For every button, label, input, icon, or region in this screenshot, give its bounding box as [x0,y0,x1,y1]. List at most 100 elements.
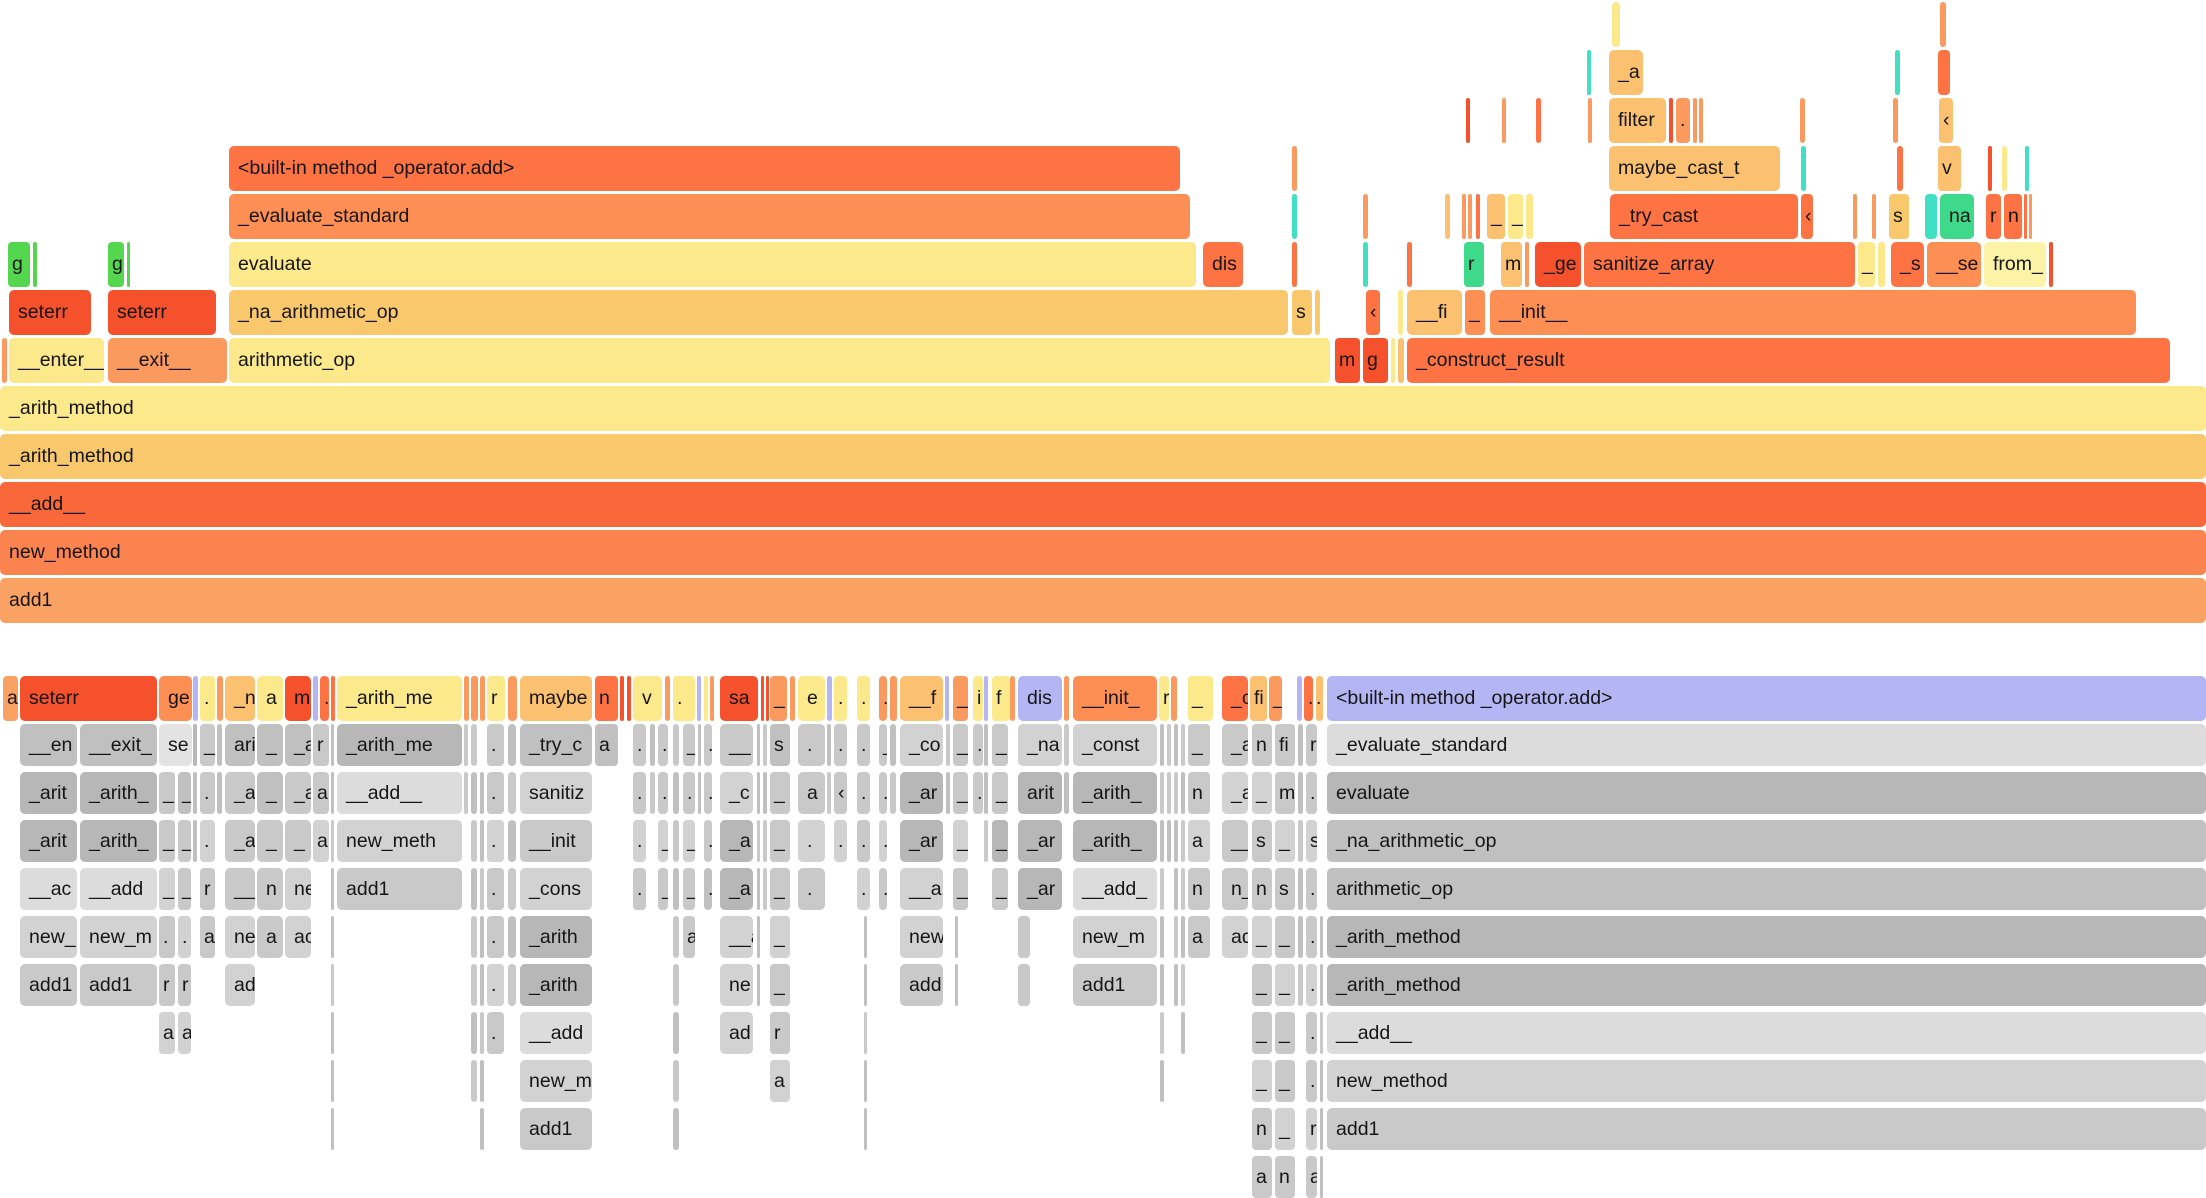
caller-frame-sliver[interactable] [757,964,760,1006]
caller-frame-a[interactable]: _a [1222,724,1248,766]
caller-frame-sliver[interactable] [480,1108,484,1150]
caller-frame-sliver[interactable] [480,964,484,1006]
caller-frame-sliver[interactable]: . [704,868,712,910]
caller-frame-add[interactable]: add [900,964,943,1006]
leaf-frame-sliver[interactable] [464,676,469,721]
caller-frame-sliver[interactable] [1064,724,1069,766]
caller-frame-sliver[interactable]: . [633,772,646,814]
caller-frame-sliver[interactable] [1160,1060,1164,1102]
caller-frame-sliver[interactable]: . [487,868,504,910]
caller-frame-sliver[interactable] [471,1060,477,1102]
caller-frame-sliver[interactable] [1181,964,1185,1006]
caller-frame-sliver[interactable]: _ [200,724,215,766]
leaf-frame-sliver[interactable]: . [320,676,329,721]
caller-frame-sliver[interactable] [763,772,767,814]
caller-frame-sliver[interactable] [471,772,477,814]
caller-frame-a[interactable]: a [683,916,695,958]
top-frame-m[interactable]: m [1335,338,1360,383]
caller-frame-sliver[interactable]: . [487,964,504,1006]
caller-frame-sliver[interactable]: . [834,820,847,862]
leaf-frame-n[interactable]: _n [225,676,255,721]
caller-frame-sliver[interactable]: . [879,820,887,862]
caller-frame-a[interactable]: a [200,916,215,958]
top-frame-sliver[interactable] [1468,194,1472,239]
caller-frame-sliver[interactable] [1298,964,1303,1006]
caller-frame-sliver[interactable] [890,724,896,766]
caller-frame-sliver[interactable]: __ [1222,820,1248,862]
caller-frame-new-m[interactable]: new_m [80,916,157,958]
caller-frame-sliver[interactable]: . [857,820,870,862]
caller-frame-sliver[interactable] [946,772,950,814]
caller-frame-sliver[interactable]: _ [1275,820,1295,862]
caller-frame-s[interactable]: s [1252,820,1272,862]
caller-frame-sliver[interactable]: . [704,772,712,814]
caller-frame-sliver[interactable] [1174,916,1178,958]
caller-frame-sliver[interactable] [331,1108,334,1150]
top-frame-sliver[interactable] [1398,290,1403,335]
top-frame-dis[interactable]: dis [1203,242,1243,287]
caller-frame-sliver[interactable]: . [857,724,870,766]
leaf-frame-sliver[interactable]: . [1304,676,1313,721]
caller-frame-r[interactable]: r [313,724,329,766]
caller-frame-arith-method[interactable]: _arith_method [1327,964,2206,1006]
caller-frame-add1[interactable]: add1 [20,964,77,1006]
caller-frame-new-m[interactable]: new_m [520,1060,592,1102]
caller-frame-sliver[interactable]: _ [1252,1060,1272,1102]
leaf-frame-n[interactable]: n [595,676,618,721]
leaf-frame-sliver[interactable] [1010,676,1015,721]
caller-frame-arith[interactable]: _arith_ [80,772,157,814]
caller-frame-sliver[interactable]: _ [178,868,191,910]
top-frame-sliver[interactable]: _ [1858,242,1875,287]
caller-frame-sliver[interactable] [331,1012,334,1054]
caller-frame-sliver[interactable] [1298,916,1303,958]
caller-frame-sliver[interactable]: . [487,724,504,766]
leaf-frame-sliver[interactable] [627,676,631,721]
leaf-frame-ge[interactable]: ge [159,676,192,721]
caller-frame-sliver[interactable]: _ [683,868,695,910]
caller-frame-sliver[interactable] [471,724,477,766]
caller-frame-sliver[interactable]: _ [953,820,968,862]
caller-frame-sliver[interactable]: . [487,916,504,958]
caller-frame-sliver[interactable] [471,820,477,862]
caller-frame-add1[interactable]: add1 [1073,964,1157,1006]
caller-frame-sliver[interactable]: _ [683,820,695,862]
caller-frame-a[interactable]: a [770,1060,790,1102]
caller-frame-add[interactable]: __add__ [1327,1012,2206,1054]
caller-frame-sliver[interactable]: _ [770,868,790,910]
top-frame-from[interactable]: from_ [1984,242,2046,287]
caller-frame-ad[interactable]: ad [720,1012,753,1054]
top-frame-sliver[interactable] [1693,98,1697,143]
caller-frame-sliver[interactable] [864,1108,867,1150]
leaf-frame-sliver[interactable] [331,676,335,721]
top-frame-sliver[interactable] [1925,194,1937,239]
caller-frame-init[interactable]: __init [520,820,592,862]
caller-frame-sliver[interactable] [864,916,867,958]
caller-frame-add[interactable]: __add [80,868,157,910]
caller-frame-ad[interactable]: ad [1222,916,1248,958]
caller-frame-sliver[interactable]: . [1306,1060,1317,1102]
top-frame-sliver[interactable] [2,338,7,383]
caller-frame-a[interactable]: __a [900,868,943,910]
caller-frame-sliver[interactable]: . [487,772,504,814]
caller-frame-sliver[interactable]: . [973,724,983,766]
caller-frame-sliver[interactable] [763,868,767,910]
caller-frame-co[interactable]: _co [900,724,943,766]
top-frame-sliver[interactable] [1897,146,1903,191]
leaf-frame-sliver[interactable]: _ [1188,676,1213,721]
leaf-frame-sliver[interactable] [193,676,198,721]
leaf-frame-seterr[interactable]: seterr [20,676,157,721]
leaf-frame-sliver[interactable] [827,676,832,721]
caller-frame-exit[interactable]: __exit_ [80,724,157,766]
top-frame-arith-method[interactable]: _arith_method [0,434,2206,479]
caller-frame-sliver[interactable]: . [683,772,695,814]
caller-frame-a[interactable]: _a [225,772,255,814]
selected-frame-built-in-method-operator-add[interactable]: <built-in method _operator.add> [1327,676,2206,721]
caller-frame-add1[interactable]: add1 [1327,1108,2206,1150]
top-frame-sliver[interactable]: ‹ [1939,98,1953,143]
top-frame-sliver[interactable] [1878,242,1885,287]
caller-frame-sliver[interactable] [1064,772,1069,814]
caller-frame-sliver[interactable]: . [704,820,712,862]
caller-frame-cons[interactable]: _cons [520,868,592,910]
caller-frame-sliver[interactable] [508,964,516,1006]
caller-frame-sliver[interactable] [698,724,701,766]
